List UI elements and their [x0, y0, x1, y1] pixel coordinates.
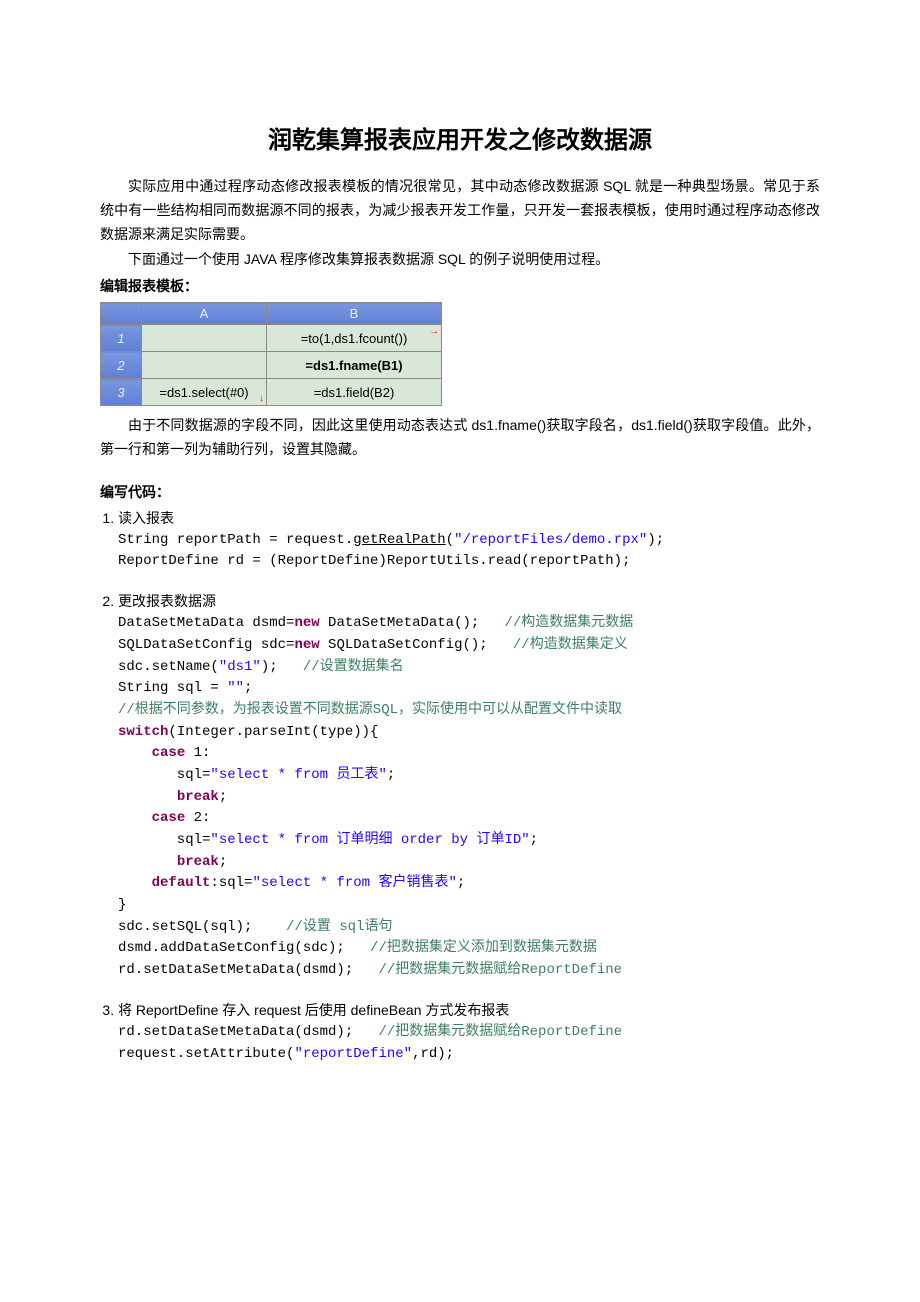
row-header-3: 3: [101, 379, 142, 406]
step-1: 读入报表 String reportPath = request.getReal…: [118, 508, 820, 573]
intro-paragraph-2: 下面通过一个使用 JAVA 程序修改集算报表数据源 SQL 的例子说明使用过程。: [100, 248, 820, 272]
cell-b1: =to(1,ds1.fcount()): [267, 325, 442, 352]
code-block-1: String reportPath = request.getRealPath(…: [118, 530, 820, 573]
section-edit-template-label: 编辑报表模板：: [100, 276, 820, 296]
col-header-a: A: [142, 303, 267, 325]
cell-a3: =ds1.select(#0): [142, 379, 267, 406]
step-2-title: 更改报表数据源: [118, 591, 820, 611]
code-steps-list: 读入报表 String reportPath = request.getReal…: [100, 508, 820, 1065]
report-template-table: A B 1 =to(1,ds1.fcount()) 2 =ds1.fname(B…: [100, 302, 442, 406]
page-title: 润乾集算报表应用开发之修改数据源: [100, 120, 820, 155]
after-table-paragraph: 由于不同数据源的字段不同，因此这里使用动态表达式 ds1.fname()获取字段…: [100, 414, 820, 462]
code-block-2: DataSetMetaData dsmd=new DataSetMetaData…: [118, 613, 820, 982]
cell-a1: [142, 325, 267, 352]
step-3: 将 ReportDefine 存入 request 后使用 defineBean…: [118, 1000, 820, 1065]
row-header-1: 1: [101, 325, 142, 352]
cell-b3: =ds1.field(B2): [267, 379, 442, 406]
section-write-code-label: 编写代码：: [100, 482, 820, 502]
row-header-2: 2: [101, 352, 142, 379]
intro-paragraph-1: 实际应用中通过程序动态修改报表模板的情况很常见，其中动态修改数据源 SQL 就是…: [100, 175, 820, 246]
step-2: 更改报表数据源 DataSetMetaData dsmd=new DataSet…: [118, 591, 820, 982]
cell-b2: =ds1.fname(B1): [267, 352, 442, 379]
col-header-b: B: [267, 303, 442, 325]
step-1-title: 读入报表: [118, 508, 820, 528]
document-page: 润乾集算报表应用开发之修改数据源 实际应用中通过程序动态修改报表模板的情况很常见…: [0, 0, 920, 1143]
table-corner: [101, 303, 142, 325]
step-3-title: 将 ReportDefine 存入 request 后使用 defineBean…: [118, 1000, 820, 1020]
code-block-3: rd.setDataSetMetaData(dsmd); //把数据集元数据赋给…: [118, 1022, 820, 1065]
cell-a2: [142, 352, 267, 379]
